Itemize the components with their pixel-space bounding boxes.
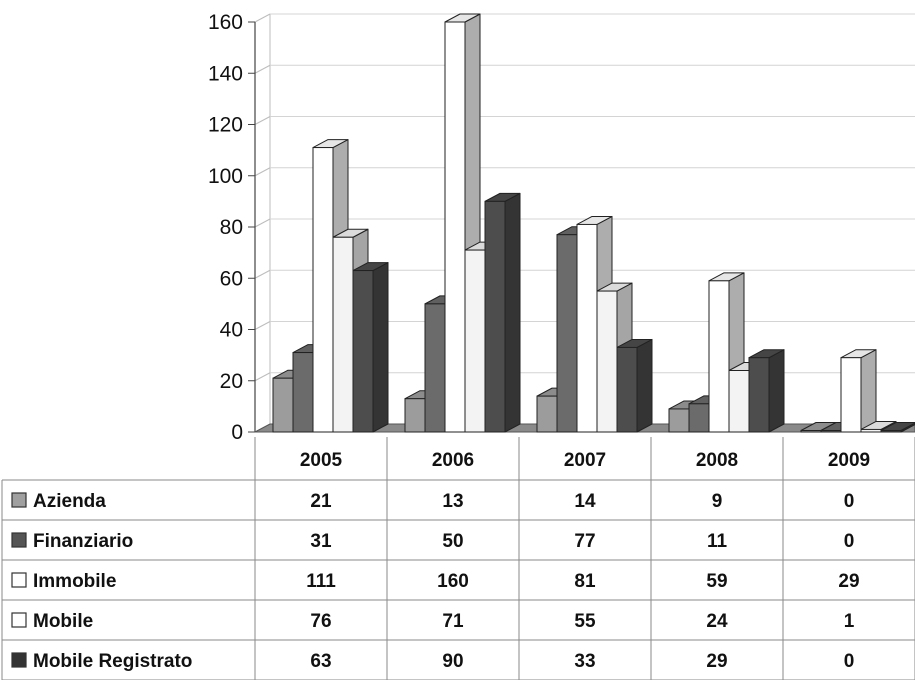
bar-front [292, 352, 314, 433]
y-tick-label: 100 [208, 165, 243, 188]
legend-swatch [11, 612, 27, 628]
legend-label: Azienda [33, 491, 106, 512]
bar-front [616, 346, 638, 433]
table-cell: 33 [574, 651, 595, 672]
bar-front [576, 223, 598, 433]
legend-label: Mobile [33, 611, 93, 632]
gridline-side [254, 321, 271, 330]
table-cell: 21 [310, 491, 332, 512]
category-label: 2009 [828, 450, 870, 471]
y-tick-label: 140 [208, 62, 243, 85]
table-cell: 0 [844, 531, 855, 552]
table-cell: 9 [712, 491, 723, 512]
bar-front [484, 200, 506, 433]
gridline-side [254, 167, 271, 177]
table-cell: 160 [437, 571, 469, 592]
gridline-side [254, 372, 271, 382]
bar [352, 262, 389, 433]
gridline-side [254, 13, 271, 23]
y-tick-label: 160 [208, 11, 243, 34]
bar-front [536, 395, 558, 433]
bar-side [860, 349, 877, 433]
legend-label: Mobile Registrato [33, 651, 192, 672]
bar-front [404, 398, 426, 433]
y-tick-label: 120 [208, 114, 243, 137]
bars [272, 13, 915, 433]
y-tick-label: 0 [231, 421, 243, 444]
category-label: 2006 [432, 450, 474, 471]
table-cell: 81 [574, 571, 596, 592]
category-label: 2005 [300, 450, 343, 471]
gridline-side [254, 218, 271, 228]
table-cell: 29 [838, 571, 859, 592]
bar-front [668, 408, 690, 433]
bar [880, 422, 915, 433]
bar-front [272, 377, 294, 433]
legend-swatch [11, 492, 27, 508]
table-cell: 1 [844, 611, 855, 632]
bar-front [820, 430, 842, 433]
bar-front [708, 280, 730, 433]
bar-front [596, 290, 618, 433]
y-tick-label: 20 [220, 370, 243, 393]
bar-front [424, 303, 446, 433]
bar-front [688, 403, 710, 433]
table-cell: 50 [442, 531, 463, 552]
table-cell: 71 [442, 611, 464, 632]
bar-side [768, 349, 785, 433]
bar-front [860, 428, 882, 433]
y-tick-label: 60 [220, 267, 243, 290]
bar-front [444, 21, 466, 433]
gridline-side [254, 116, 271, 125]
bar-front [728, 370, 750, 433]
table-cell: 14 [574, 491, 596, 512]
bar [616, 338, 653, 433]
table-cell: 111 [306, 571, 336, 592]
table-cell: 63 [310, 651, 331, 672]
bar-front [800, 430, 822, 433]
bar [484, 192, 521, 433]
bar-front [556, 234, 578, 433]
table-cell: 24 [706, 611, 728, 632]
y-tick-label: 80 [220, 216, 243, 239]
bar-front [464, 249, 486, 433]
bar-front [312, 147, 334, 433]
category-label: 2007 [564, 450, 606, 471]
bar-side [372, 262, 389, 433]
gridline-side [254, 269, 271, 279]
table-cell: 59 [706, 571, 727, 592]
table-cell: 0 [844, 491, 855, 512]
table-cell: 13 [442, 491, 463, 512]
y-axis: 0 20 40 60 80 100 120 140 160 [208, 11, 256, 444]
bar-front [840, 357, 862, 433]
bar-front [332, 236, 354, 433]
legend-swatch [11, 572, 27, 588]
table-cell: 11 [707, 531, 728, 552]
y-tick-label: 40 [220, 319, 243, 342]
table-cell: 77 [574, 531, 595, 552]
table-cell: 31 [310, 531, 332, 552]
bar-side [504, 192, 521, 433]
bar-front [748, 357, 770, 433]
bar-side [636, 338, 653, 433]
table-cell: 29 [706, 651, 727, 672]
table-cell: 90 [442, 651, 463, 672]
table-cell: 55 [574, 611, 596, 632]
category-label: 2008 [696, 450, 738, 471]
table-cell: 0 [844, 651, 855, 672]
legend-label: Finanziario [33, 531, 133, 552]
bar [840, 349, 877, 433]
bar [748, 349, 785, 433]
legend-swatch [11, 652, 27, 668]
bar-front [880, 430, 902, 433]
legend-label: Immobile [33, 571, 116, 592]
gridline-side [254, 64, 271, 74]
legend-swatch [11, 532, 27, 548]
bar-front [352, 270, 374, 433]
table-cell: 76 [310, 611, 331, 632]
